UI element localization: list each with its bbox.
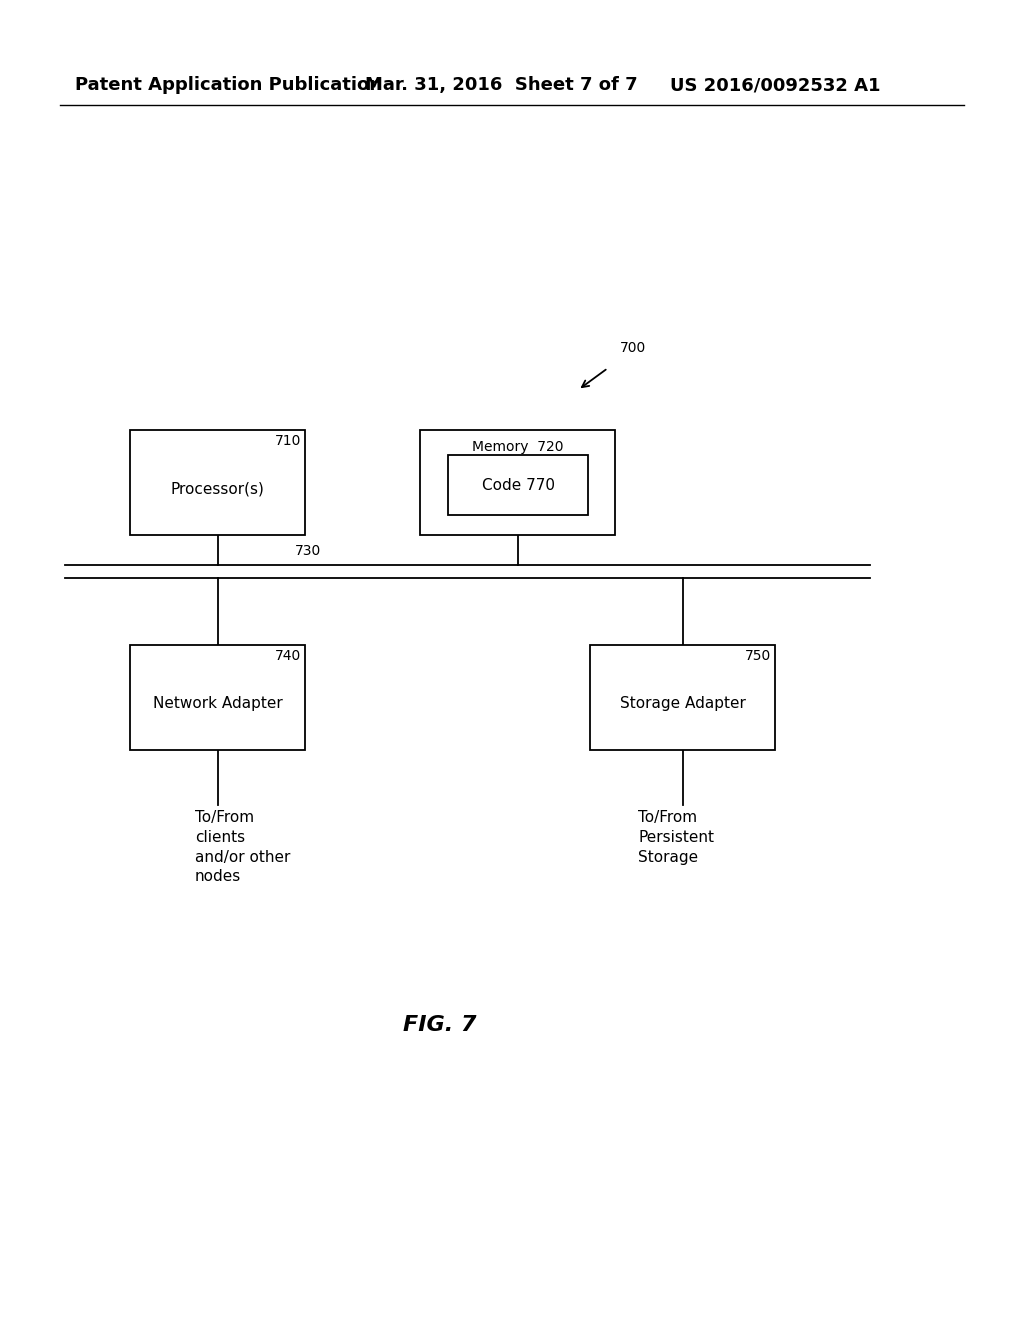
Text: Storage Adapter: Storage Adapter [620, 696, 745, 711]
Bar [590, 645, 775, 750]
Bar [130, 430, 305, 535]
Text: To/From
Persistent
Storage: To/From Persistent Storage [638, 810, 714, 865]
Text: Network Adapter: Network Adapter [153, 696, 283, 711]
Bar [420, 430, 615, 535]
Text: Memory  720: Memory 720 [472, 440, 563, 454]
Bar [449, 455, 588, 515]
Text: 700: 700 [620, 341, 646, 355]
Text: 710: 710 [274, 434, 301, 447]
Text: To/From
clients
and/or other
nodes: To/From clients and/or other nodes [195, 810, 291, 884]
Text: 750: 750 [744, 649, 771, 663]
Bar [130, 645, 305, 750]
Text: US 2016/0092532 A1: US 2016/0092532 A1 [670, 77, 881, 94]
Text: 740: 740 [274, 649, 301, 663]
Text: 730: 730 [295, 544, 322, 558]
Text: FIG. 7: FIG. 7 [403, 1015, 477, 1035]
Text: Patent Application Publication: Patent Application Publication [75, 77, 382, 94]
Text: Mar. 31, 2016  Sheet 7 of 7: Mar. 31, 2016 Sheet 7 of 7 [365, 77, 638, 94]
Text: Processor(s): Processor(s) [171, 480, 264, 496]
Text: Code 770: Code 770 [481, 478, 555, 492]
